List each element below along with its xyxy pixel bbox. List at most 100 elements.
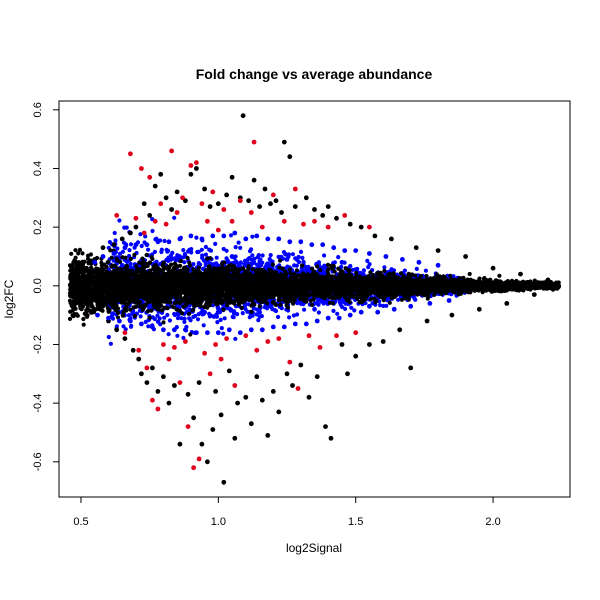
data-point-blue <box>247 315 252 320</box>
data-point-blue <box>257 259 262 264</box>
data-point-black <box>294 268 299 273</box>
data-point-blue <box>200 266 205 271</box>
data-point-blue <box>213 241 218 246</box>
data-point-blue <box>365 258 370 263</box>
data-point-blue <box>201 323 206 328</box>
data-point-blue <box>304 265 309 270</box>
data-point-black <box>109 255 114 260</box>
data-point-black <box>205 256 210 261</box>
data-point-blue <box>265 306 270 311</box>
data-point-blue <box>331 308 336 313</box>
data-point-blue <box>219 326 224 331</box>
data-point-blue <box>182 316 187 321</box>
data-point-blue <box>152 316 157 322</box>
data-point-blue <box>287 315 292 320</box>
data-point-blue <box>352 308 357 313</box>
data-point-blue <box>396 297 401 302</box>
data-point-blue <box>355 266 360 271</box>
data-point-blue <box>172 312 177 318</box>
data-point-blue <box>299 301 304 306</box>
data-point-blue <box>361 268 366 273</box>
data-point-blue <box>423 268 428 273</box>
data-point-blue <box>128 242 134 247</box>
data-point-blue <box>238 260 243 265</box>
data-point-blue <box>238 245 243 250</box>
data-point-blue <box>233 254 238 259</box>
data-point-blue <box>224 248 229 253</box>
data-point-blue <box>126 313 131 318</box>
data-point-blue <box>203 252 208 257</box>
data-point-blue <box>215 309 220 315</box>
data-point-blue <box>260 253 265 258</box>
data-point-blue <box>321 265 326 270</box>
data-point-blue <box>146 247 151 252</box>
data-point-blue <box>181 248 186 253</box>
data-point-blue <box>251 260 256 265</box>
data-point-blue <box>384 303 389 308</box>
data-point-blue <box>214 314 219 319</box>
data-point-black <box>120 313 125 318</box>
data-point-black <box>188 332 193 337</box>
data-point-blue <box>195 317 201 322</box>
data-point-blue <box>290 252 295 257</box>
data-point-blue <box>127 248 132 253</box>
data-point-blue <box>221 331 226 336</box>
data-point-blue <box>179 316 184 321</box>
data-point-blue <box>263 264 268 269</box>
data-point-blue <box>181 335 186 340</box>
data-point-blue <box>214 255 219 260</box>
data-point-blue <box>218 317 223 322</box>
data-point-black <box>149 308 154 313</box>
data-point-blue <box>234 260 239 265</box>
data-point-blue <box>301 259 306 264</box>
data-point-blue <box>296 255 301 260</box>
data-point-blue <box>259 314 264 319</box>
data-point-blue <box>191 262 196 267</box>
data-point-blue <box>343 306 348 311</box>
data-point-blue <box>300 255 305 260</box>
data-point-blue <box>302 307 307 312</box>
data-point-blue <box>162 315 167 320</box>
data-point-blue <box>200 255 205 260</box>
data-point-blue <box>291 313 296 318</box>
data-point-black <box>80 251 85 256</box>
data-point-blue <box>146 324 151 329</box>
data-point-blue <box>316 310 321 315</box>
data-point-blue <box>122 225 127 230</box>
data-point-blue <box>250 253 255 258</box>
data-point-blue <box>389 267 394 272</box>
data-point-blue <box>382 265 387 270</box>
data-point-blue <box>412 296 417 302</box>
data-point-blue <box>117 218 122 223</box>
data-point-blue <box>155 313 160 318</box>
data-point-blue <box>242 303 248 308</box>
data-point-blue <box>279 254 284 259</box>
data-point-blue <box>111 258 116 263</box>
data-point-black <box>278 302 283 307</box>
data-point-blue <box>106 334 111 340</box>
data-point-blue <box>224 256 229 261</box>
data-point-blue <box>256 253 261 258</box>
data-point-blue <box>150 228 155 234</box>
data-point-black <box>318 267 323 273</box>
data-point-blue <box>222 316 227 321</box>
data-point-blue <box>210 303 215 308</box>
data-point-blue <box>267 257 272 262</box>
data-point-blue <box>182 260 187 265</box>
data-point-blue <box>112 230 117 236</box>
data-point-blue <box>170 250 175 255</box>
data-point-blue <box>155 319 161 324</box>
data-point-blue <box>233 336 238 341</box>
data-point-blue <box>256 318 261 323</box>
data-point-blue <box>124 259 129 264</box>
data-point-black <box>239 305 244 310</box>
data-point-blue <box>172 215 177 220</box>
data-point-blue <box>227 306 232 311</box>
data-point-black <box>145 309 150 314</box>
data-point-blue <box>378 303 383 308</box>
data-point-blue <box>336 255 341 260</box>
data-point-blue <box>128 265 133 270</box>
data-point-blue <box>186 249 191 254</box>
data-points <box>67 113 562 485</box>
